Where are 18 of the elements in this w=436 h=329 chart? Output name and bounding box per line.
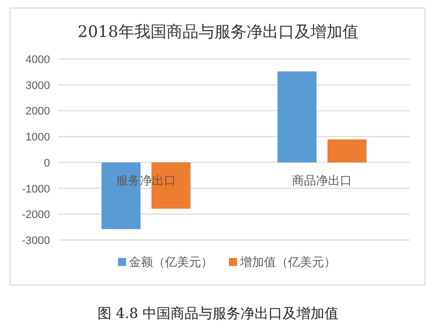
bar xyxy=(102,162,140,230)
bar xyxy=(278,71,316,162)
chart-title: 2018年我国商品与服务净出口及增加值 xyxy=(78,22,358,41)
y-tick-label: 3000 xyxy=(26,80,50,92)
y-tick-label: 1000 xyxy=(26,132,50,144)
legend-label: 金额（亿美元） xyxy=(129,255,213,269)
bar xyxy=(328,139,366,162)
bar xyxy=(152,162,190,209)
y-tick-label: -2000 xyxy=(22,209,50,222)
y-tick-label: -1000 xyxy=(22,183,50,196)
y-tick-label: 4000 xyxy=(26,54,50,66)
caption: 图 4.8 中国商品与服务净出口及增加值 xyxy=(97,306,339,322)
legend-label: 增加值（亿美元） xyxy=(239,255,336,269)
y-tick-label: -3000 xyxy=(22,235,50,247)
x-tick-label: 服务净出口 xyxy=(116,173,176,188)
y-tick-label: 0 xyxy=(44,157,50,170)
y-tick-label: 2000 xyxy=(26,106,50,118)
x-tick-label: 商品净出口 xyxy=(292,173,352,188)
